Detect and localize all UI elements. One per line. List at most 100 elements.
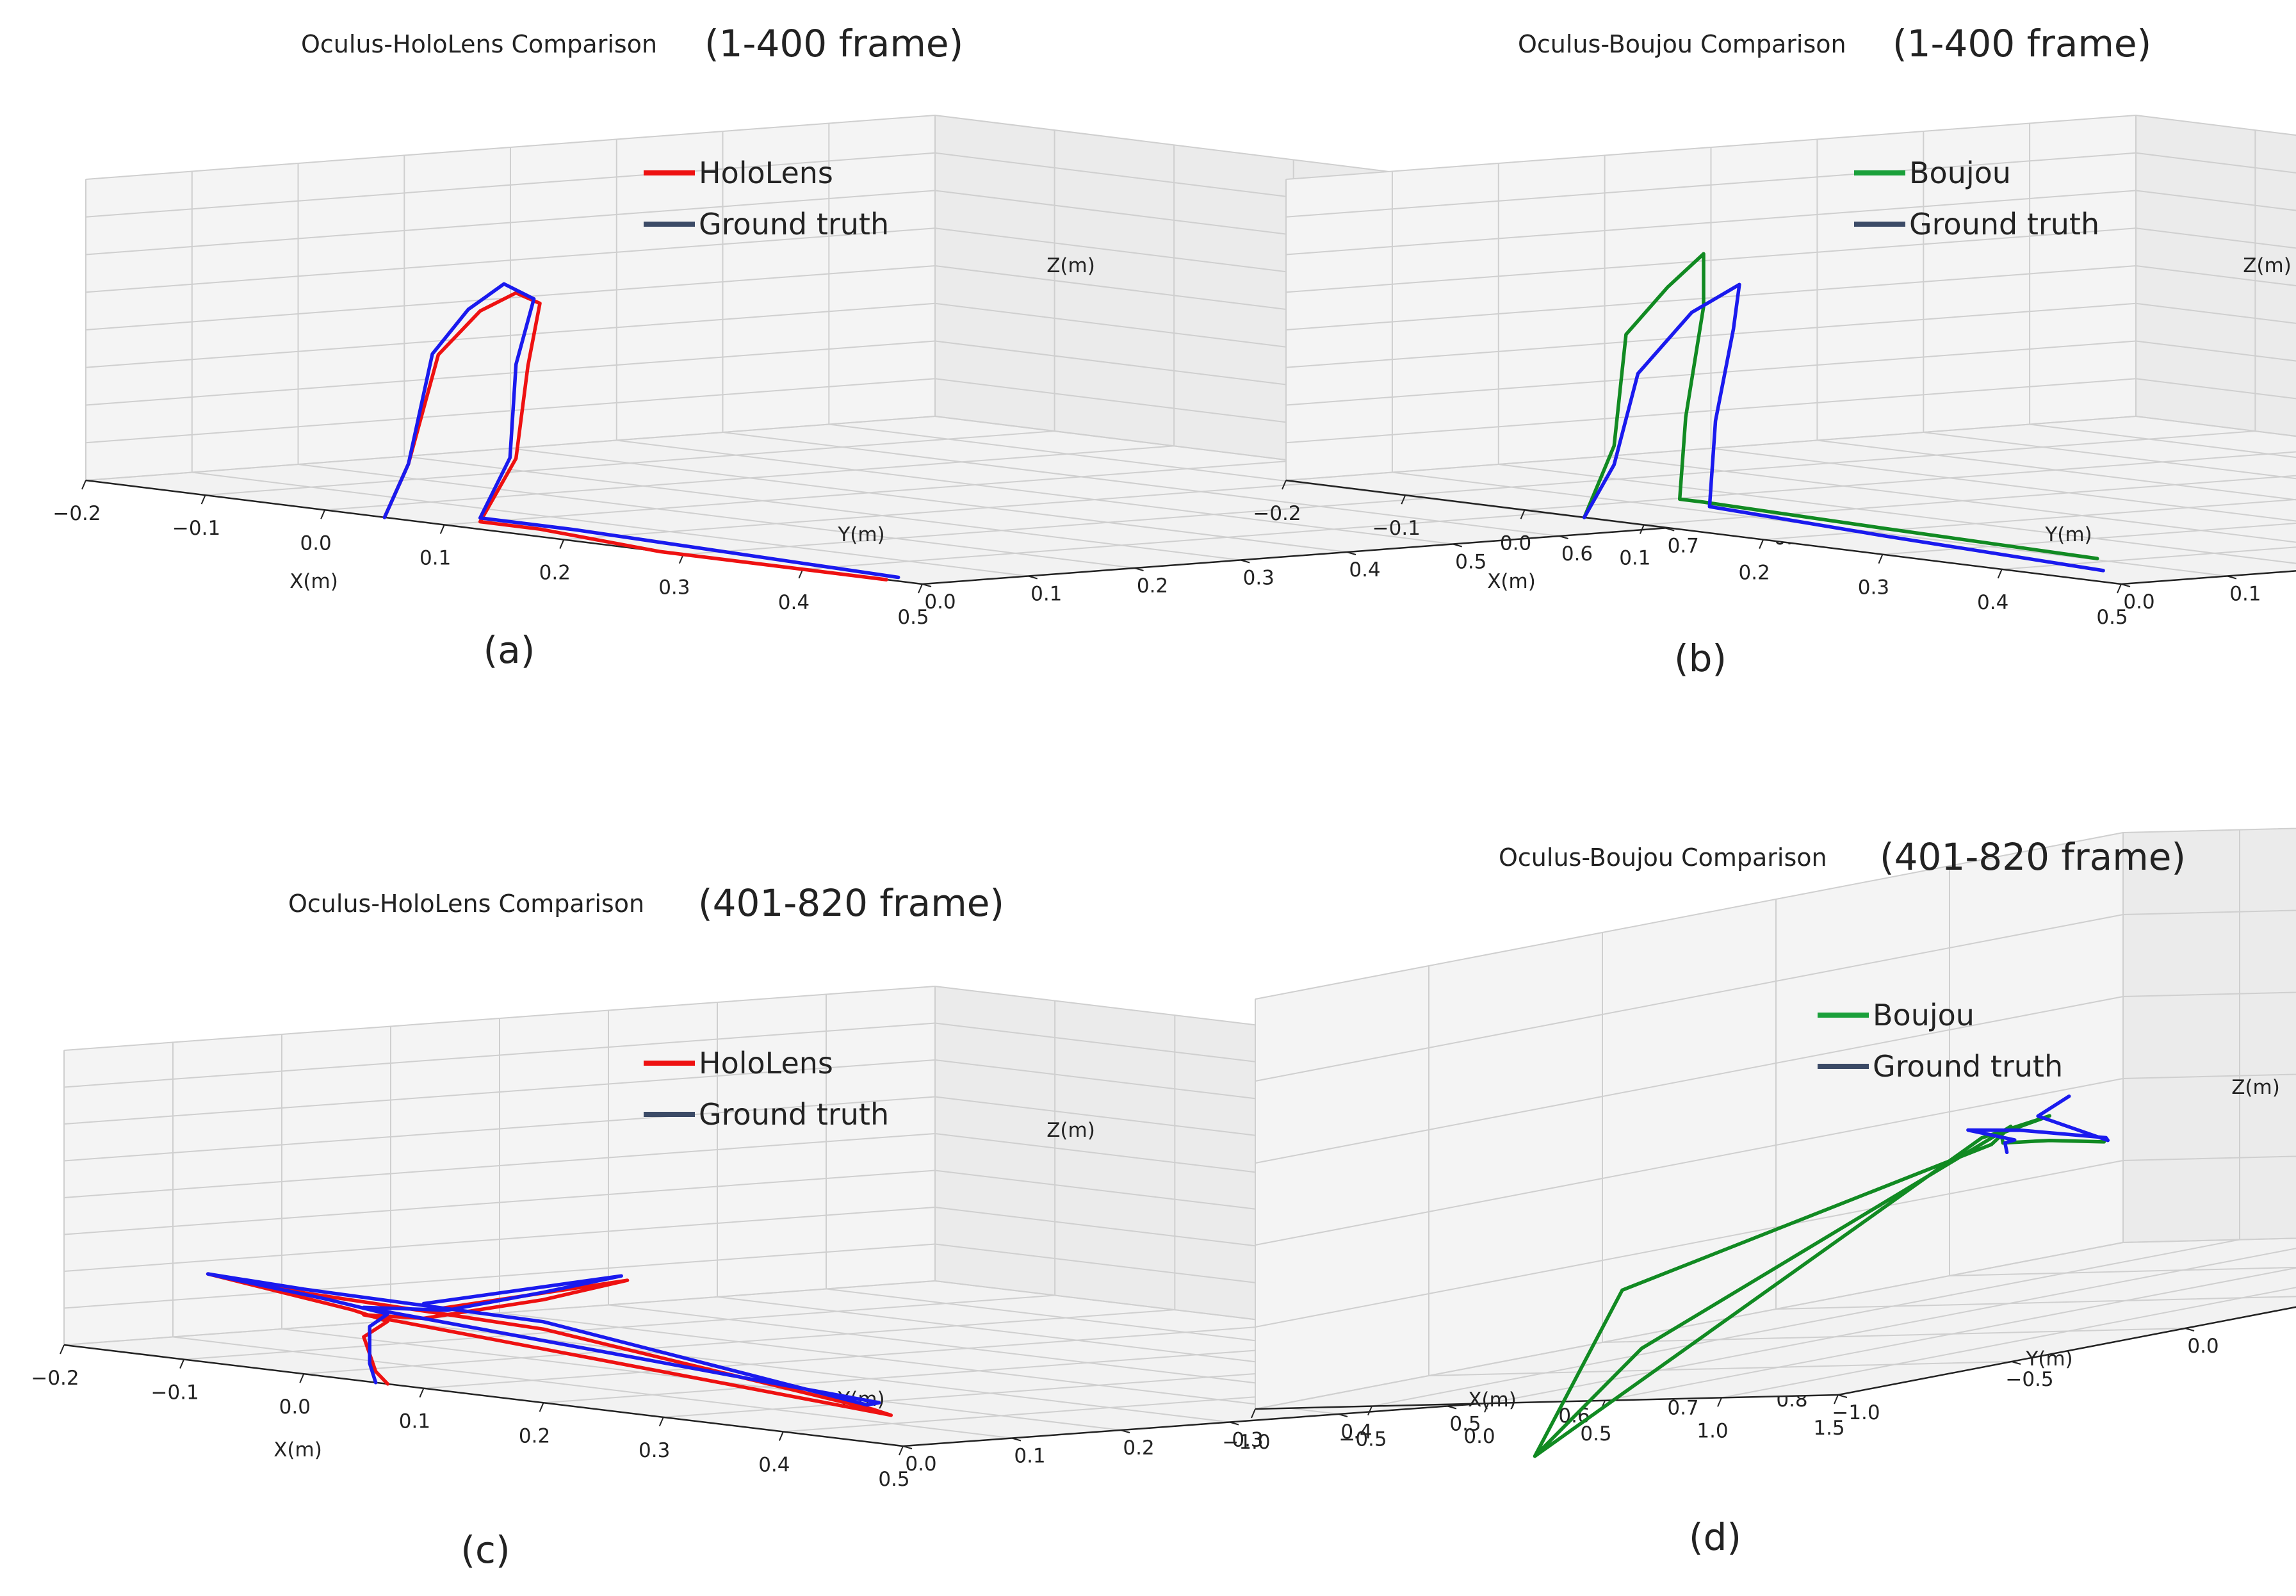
- x-tick: [1401, 494, 1406, 505]
- z-gridline: [1255, 1073, 2296, 1246]
- y-tick: [1559, 535, 1568, 539]
- y-axis-line: [2121, 570, 2296, 585]
- x-tick: [1251, 1408, 1256, 1419]
- x-axis-label: X(m): [289, 570, 338, 593]
- y-tick-label: 0.7: [1668, 535, 1699, 558]
- z-axis-label: Z(m): [1046, 254, 1095, 277]
- chart-title-suffix: (1-400 frame): [704, 22, 963, 65]
- x-tick-label: 0.5: [2096, 606, 2128, 629]
- y-axis-label: Y(m): [2025, 1348, 2072, 1371]
- x-tick-label: 0.5: [878, 1468, 909, 1491]
- x-tick-label: 0.2: [519, 1424, 550, 1447]
- y-tick: [2185, 1328, 2195, 1331]
- x-tick: [179, 1359, 185, 1369]
- y-tick-label: 0.1: [1030, 583, 1062, 606]
- legend-label: Ground truth: [699, 1097, 889, 1132]
- x-tick: [60, 1344, 65, 1355]
- y-tick: [1120, 1429, 1130, 1433]
- y-tick-label: 0.6: [1561, 542, 1593, 566]
- z-axis-label: Z(m): [2231, 1076, 2280, 1099]
- panel-caption: (d): [1689, 1515, 1741, 1559]
- series-line-hololens: [382, 291, 888, 582]
- y-tick-label: 0.0: [924, 590, 956, 614]
- y-tick: [1229, 1421, 1239, 1426]
- z-gridline: [1285, 152, 2296, 218]
- y-tick-label: 0.2: [1123, 1437, 1154, 1460]
- x-tick: [320, 509, 326, 519]
- x-tick-label: 0.4: [1977, 591, 2008, 614]
- y-tick: [2227, 575, 2237, 580]
- x-axis-label: X(m): [1468, 1388, 1517, 1412]
- z-axis-label: Z(m): [2243, 254, 2292, 277]
- z-gridline: [1255, 991, 2296, 1164]
- y-tick-label: 0.7: [1667, 1397, 1698, 1420]
- panel-caption: (b): [1674, 637, 1727, 680]
- x-tick: [81, 480, 86, 490]
- z-gridline: [1285, 415, 2296, 481]
- legend-label: HoloLens: [699, 156, 833, 190]
- x-tick: [2117, 583, 2122, 594]
- y-tick-label: 0.2: [1137, 574, 1168, 598]
- y-tick: [1338, 1413, 1348, 1417]
- x-tick-label: 0.0: [279, 1396, 311, 1419]
- chart-title: Oculus-Boujou Comparison: [1518, 30, 1846, 58]
- y-tick: [922, 583, 932, 587]
- x-tick: [559, 539, 565, 549]
- x-axis-label: X(m): [273, 1438, 322, 1462]
- series-line-ground-truth: [1582, 282, 2105, 573]
- y-tick-label: −1.0: [1832, 1401, 1880, 1424]
- z-gridline: [1255, 1237, 2296, 1410]
- panel-caption: (a): [484, 628, 535, 672]
- x-tick-label: 0.2: [1738, 562, 1770, 585]
- x-tick-label: 0.4: [778, 591, 810, 614]
- x-tick: [539, 1402, 544, 1412]
- x-tick-label: −1.0: [1222, 1431, 1270, 1454]
- legend-label: Ground truth: [699, 207, 889, 241]
- x-gridline: [1763, 498, 2296, 541]
- x-tick-label: −0.5: [1339, 1428, 1387, 1451]
- x-tick-label: 0.1: [399, 1410, 430, 1433]
- x-gridline: [1643, 475, 2296, 526]
- y-tick: [1011, 1437, 1022, 1442]
- x-tick-label: 0.3: [1858, 576, 1889, 599]
- x-tick-label: 0.1: [1619, 546, 1650, 569]
- x-axis-label: X(m): [1487, 570, 1536, 593]
- y-tick: [1240, 559, 1250, 564]
- chart-title-suffix: (1-400 frame): [1893, 22, 2151, 65]
- series-line-ground-truth: [1966, 1094, 2110, 1155]
- y-tick: [1346, 551, 1356, 555]
- x-tick-label: 1.5: [1813, 1417, 1844, 1440]
- x-tick: [1367, 1406, 1372, 1415]
- x-gridline: [1488, 1248, 2296, 1405]
- y-axis-line: [1837, 1306, 2296, 1396]
- y-tick-label: 0.4: [1340, 1421, 1372, 1444]
- x-axis-line: [1255, 1394, 1839, 1410]
- legend-label: Ground truth: [1873, 1049, 2063, 1084]
- y-tick-label: 0.3: [1243, 567, 1274, 590]
- x-gridline: [1882, 523, 2296, 555]
- series-line-hololens: [206, 1272, 893, 1417]
- x-tick-label: 0.5: [1580, 1422, 1611, 1445]
- x-tick: [1717, 1397, 1722, 1407]
- x-tick: [299, 1373, 305, 1383]
- x-tick-label: 0.3: [639, 1439, 670, 1462]
- z-axis-label: Z(m): [1046, 1119, 1095, 1142]
- y-axis-label: Y(m): [837, 523, 884, 546]
- y-tick: [1028, 575, 1038, 580]
- y-tick: [1134, 567, 1144, 571]
- z-gridline: [1255, 909, 2296, 1082]
- x-tick-label: 0.3: [658, 576, 690, 599]
- series-line-ground-truth: [206, 1272, 881, 1407]
- chart-b: −0.2−0.10.00.10.20.30.40.50.00.10.20.30.…: [1253, 22, 2296, 680]
- x-tick: [1759, 539, 1764, 549]
- z-gridline: [1255, 1155, 2296, 1328]
- series-line-ground-truth: [382, 282, 900, 580]
- y-tick: [1453, 543, 1463, 548]
- x-tick-label: 0.0: [1500, 532, 1531, 555]
- x-tick: [1520, 509, 1526, 519]
- y-tick-label: 0.4: [1349, 558, 1380, 582]
- x-tick-label: 0.5: [897, 606, 929, 629]
- legend-label: Boujou: [1909, 156, 2011, 190]
- x-axis-line: [63, 1344, 904, 1447]
- z-gridline: [1285, 227, 2296, 293]
